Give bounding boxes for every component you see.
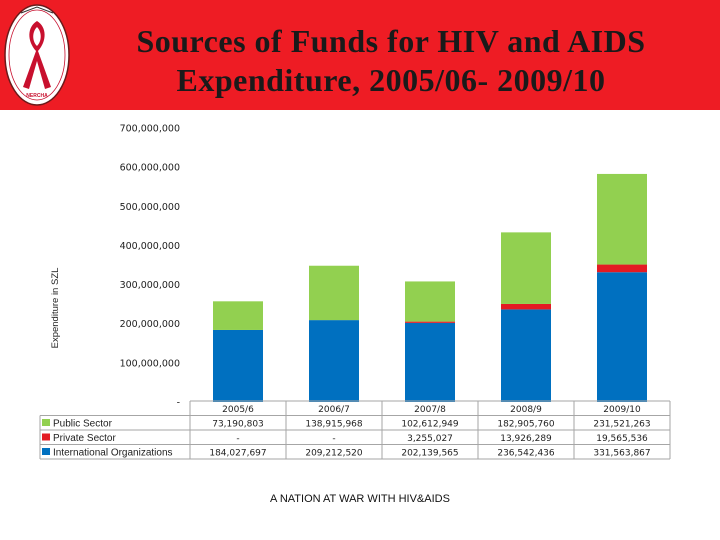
category-label: 2005/6 <box>222 405 254 415</box>
data-label: 13,926,289 <box>500 434 552 444</box>
bar-segment <box>309 320 359 402</box>
title-banner <box>0 0 720 110</box>
y-axis-label: Expenditure in SZL <box>50 268 61 349</box>
data-label: 182,905,760 <box>497 420 555 430</box>
data-label: - <box>236 434 239 444</box>
legend-entry: Public Sector <box>53 419 113 430</box>
logo-inner-ring <box>8 9 66 101</box>
bar-segment <box>405 321 455 323</box>
bar-segment <box>213 329 263 402</box>
data-label: 19,565,536 <box>596 434 648 444</box>
legend-entry: International Organizations <box>53 448 173 459</box>
data-label: 202,139,565 <box>401 449 458 459</box>
data-label: 209,212,520 <box>305 449 363 459</box>
y-tick-label: 600,000,000 <box>120 163 180 174</box>
shield-outline-icon <box>20 6 54 14</box>
y-tick-label: 700,000,000 <box>120 124 180 135</box>
bar-segment <box>597 272 647 402</box>
category-label: 2009/10 <box>603 405 641 415</box>
legend-swatch <box>42 448 50 455</box>
stacked-bar-chart: - 100,000,000 200,000,000 300,000,000 400,00… <box>39 124 671 460</box>
page-title: Sources of Funds for HIV and AIDS Expend… <box>62 22 720 100</box>
y-tick-label: 100,000,000 <box>120 358 180 369</box>
nercha-logo: NERCHA <box>4 4 70 106</box>
bar-segment <box>405 322 455 402</box>
data-label: - <box>332 434 335 444</box>
data-label: 102,612,949 <box>401 420 459 430</box>
bar-segment <box>597 264 647 273</box>
page-title-line2: Expenditure, 2005/06- 2009/10 <box>176 62 606 98</box>
bar-segment <box>309 265 359 321</box>
y-tick-label: - <box>177 398 180 409</box>
data-label: 138,915,968 <box>305 420 363 430</box>
data-label: 73,190,803 <box>212 420 264 430</box>
data-label: 236,542,436 <box>497 449 555 459</box>
bar-segment <box>213 301 263 330</box>
category-label: 2008/9 <box>510 405 542 415</box>
data-label: 231,521,263 <box>593 420 650 430</box>
data-label: 331,563,867 <box>593 449 650 459</box>
bar-segment <box>501 232 551 304</box>
y-axis: - 100,000,000 200,000,000 300,000,000 400,00… <box>120 124 180 409</box>
data-table: 2005/6 2006/7 2007/8 2008/9 2009/10 Public Se… <box>39 400 671 460</box>
bar-segment <box>501 303 551 310</box>
page-title-line1: Sources of Funds for HIV and AIDS <box>136 23 646 59</box>
category-label: 2006/7 <box>318 405 350 415</box>
category-label: 2007/8 <box>414 405 446 415</box>
y-tick-label: 400,000,000 <box>120 241 180 252</box>
legend-swatch <box>42 433 50 441</box>
logo-text: NERCHA <box>26 93 48 99</box>
bar-segment <box>597 173 647 265</box>
y-tick-label: 500,000,000 <box>120 202 180 213</box>
data-label: 184,027,697 <box>209 449 266 459</box>
bar-segment <box>501 309 551 402</box>
legend-entry: Private Sector <box>53 433 116 444</box>
red-ribbon-icon <box>23 21 51 89</box>
bar-segment <box>405 281 455 322</box>
y-tick-label: 300,000,000 <box>120 280 180 291</box>
data-label: 3,255,027 <box>407 434 453 444</box>
bars <box>213 173 647 402</box>
legend-swatch <box>42 419 50 426</box>
y-tick-label: 200,000,000 <box>120 319 180 330</box>
footer-slogan: A NATION AT WAR WITH HIV&AIDS <box>270 493 450 505</box>
